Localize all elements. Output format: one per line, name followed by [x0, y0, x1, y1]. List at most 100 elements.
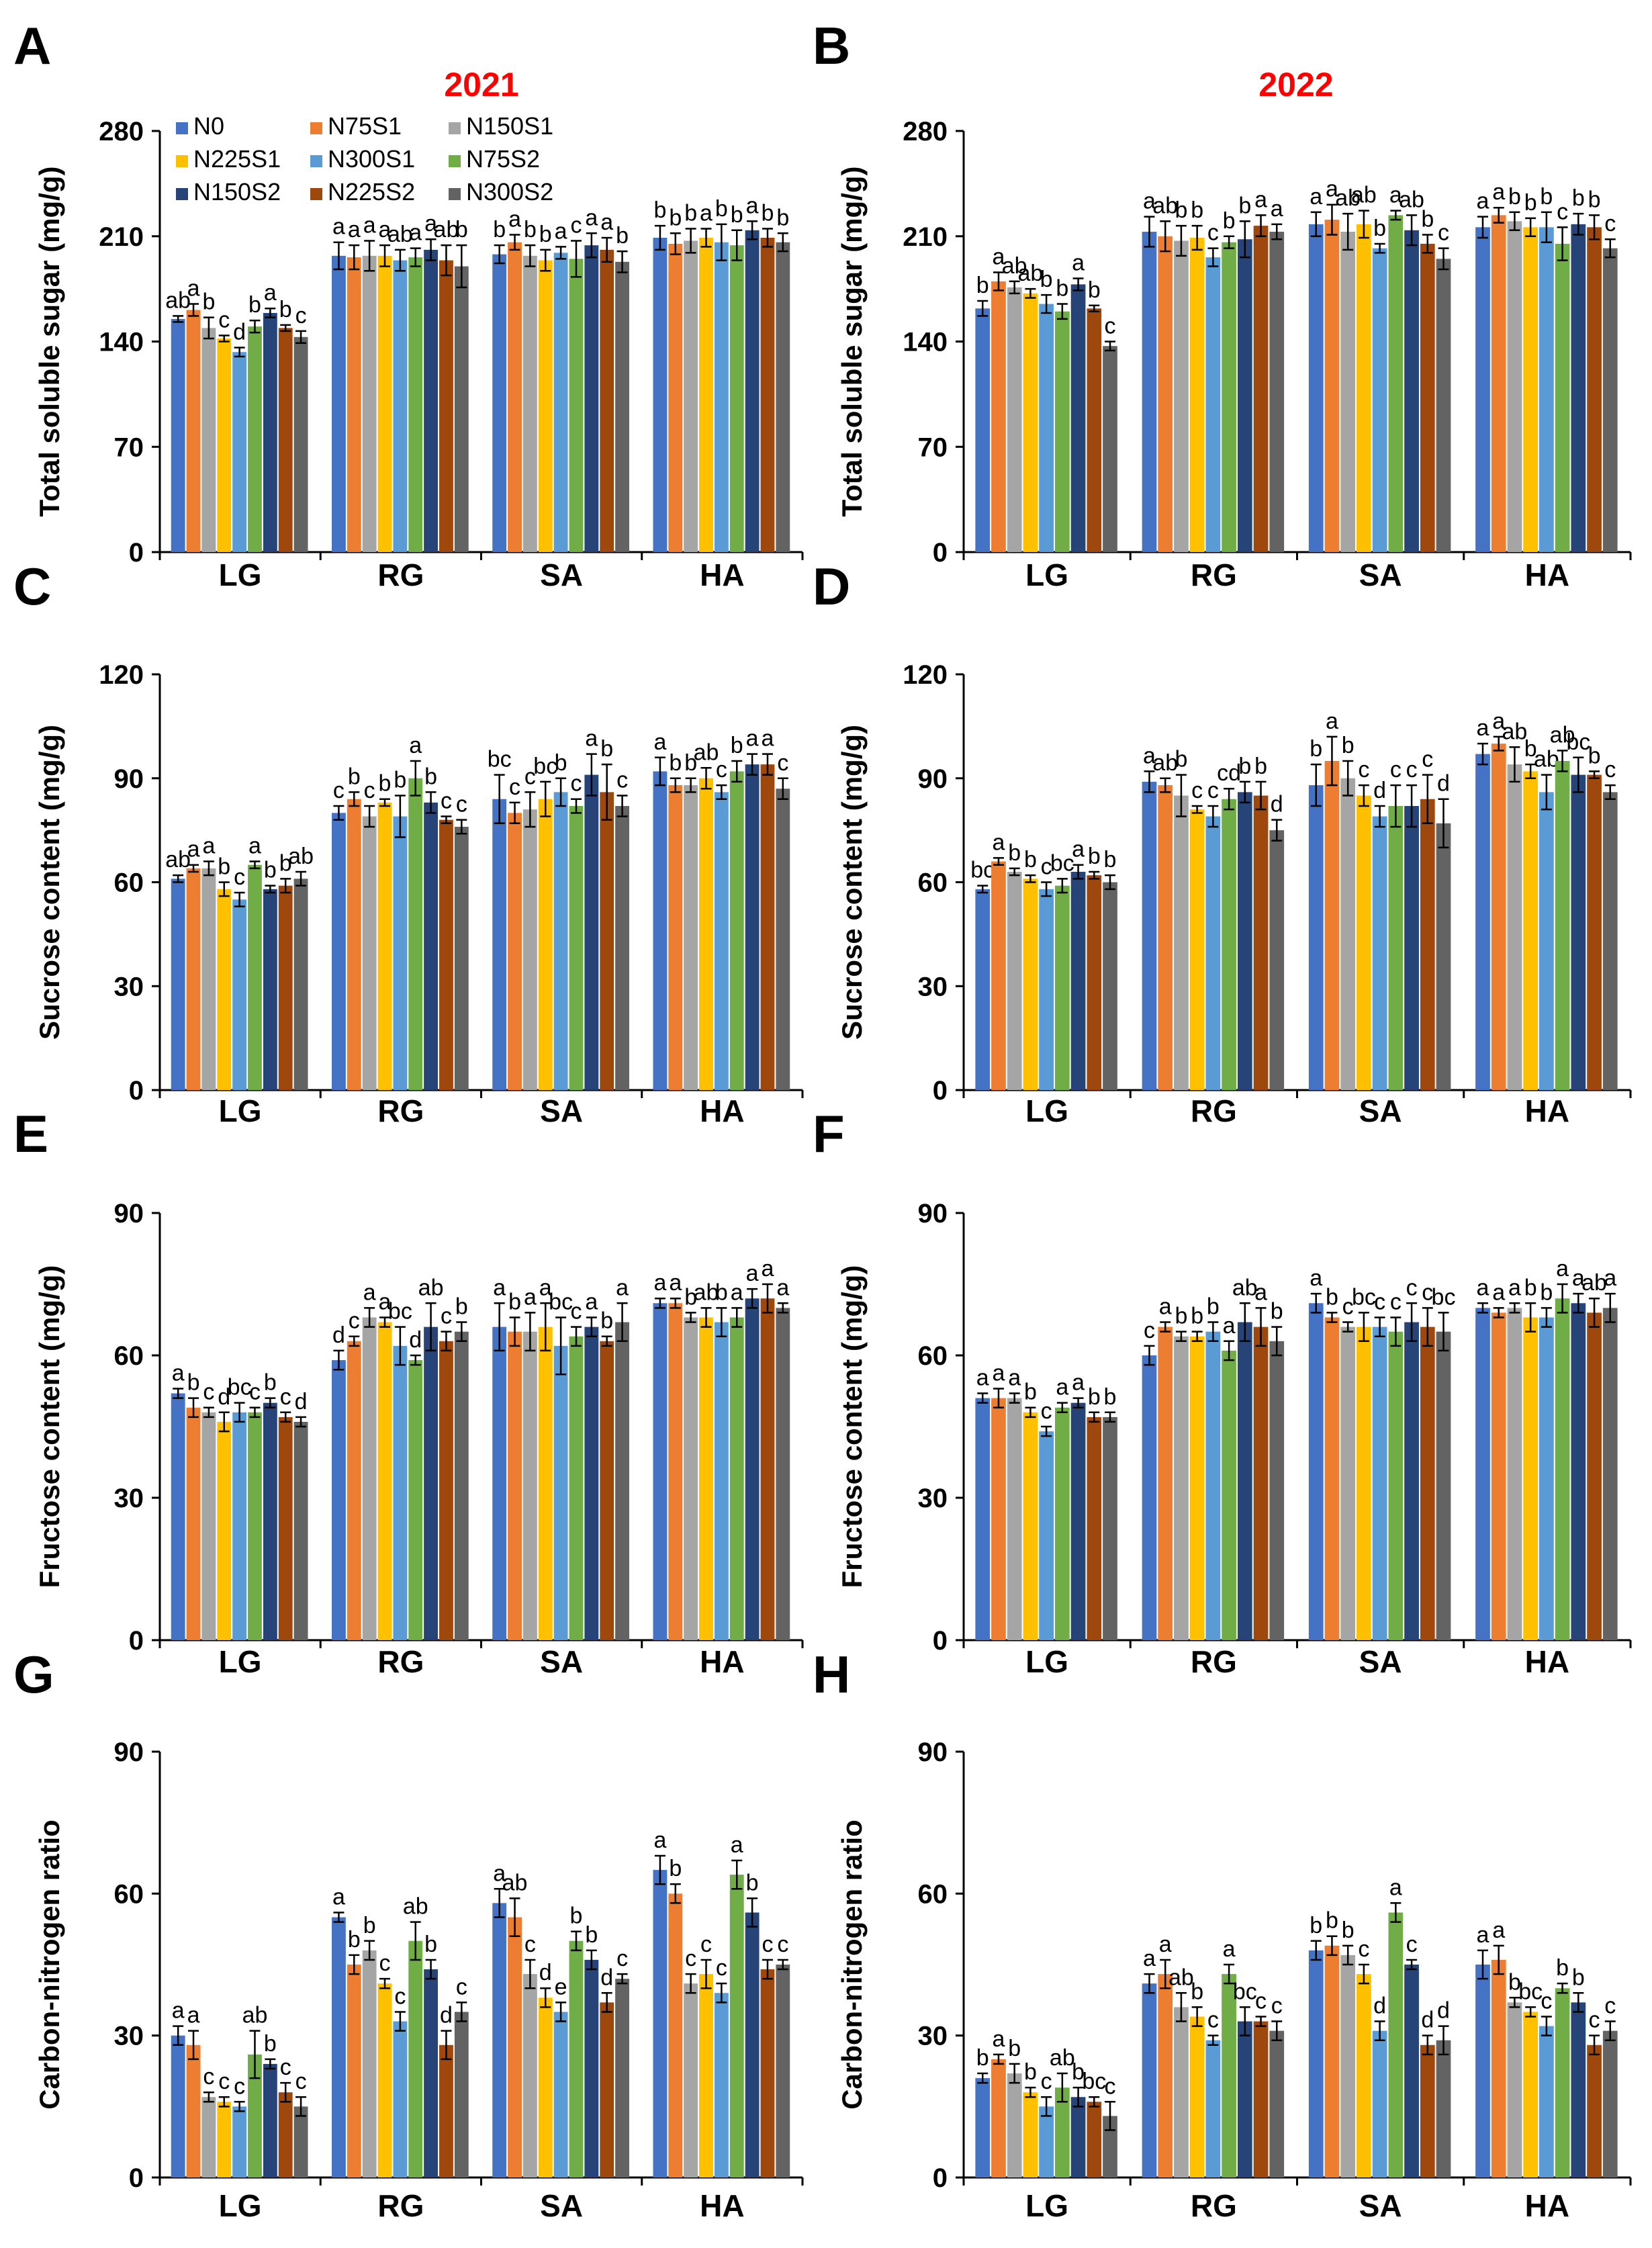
significance-letter: c	[1374, 1289, 1385, 1314]
significance-letter: a	[1492, 179, 1505, 205]
bar-N75S1	[991, 2059, 1006, 2177]
bar-N75S1	[347, 257, 361, 552]
significance-letter: b	[585, 1922, 598, 1948]
bar-N225S1	[1357, 795, 1371, 1090]
legend-swatch-N0	[176, 122, 188, 134]
bar-N150S1	[1174, 2007, 1189, 2177]
significance-letter: a	[187, 2003, 200, 2028]
bar-N225S2	[439, 819, 453, 1090]
legend-label-N150S1: N150S1	[466, 112, 553, 140]
y-tick-label: 60	[114, 1879, 144, 1909]
year-title-2022: 2022	[1258, 66, 1333, 103]
bar-N150S1	[201, 1412, 216, 1640]
bar-N75S1	[1158, 1327, 1173, 1640]
bar-N75S1	[186, 2044, 201, 2177]
bar-N225S2	[760, 1298, 775, 1640]
y-tick-label: 0	[129, 538, 144, 568]
y-axis-title: Fructose content (mg/g)	[34, 1265, 65, 1588]
significance-letter: b	[1326, 1908, 1338, 1934]
significance-letter: ab	[1335, 185, 1361, 211]
bar-N150S1	[1340, 778, 1356, 1090]
bar-N75S2	[1555, 243, 1570, 552]
x-tick-label: HA	[1525, 2188, 1569, 2223]
significance-letter: c	[524, 1932, 536, 1957]
significance-letter: c	[295, 2069, 307, 2094]
significance-letter: b	[570, 1903, 583, 1929]
significance-letter: b	[539, 222, 552, 247]
significance-letter: a	[1223, 1313, 1236, 1339]
bar-N0	[492, 799, 507, 1090]
bar-N300S1	[1372, 248, 1387, 552]
significance-letter: ab	[1232, 1275, 1258, 1300]
y-tick-label: 90	[918, 1738, 948, 1767]
bar-N300S1	[553, 253, 568, 552]
bar-N150S2	[1571, 774, 1586, 1090]
significance-letter: a	[332, 214, 345, 240]
bar-N225S2	[1420, 2044, 1435, 2177]
significance-letter: b	[1572, 1965, 1585, 1990]
bar-N0	[1308, 1950, 1324, 2177]
x-tick-label: RG	[377, 2188, 424, 2223]
significance-letter: b	[218, 854, 230, 880]
bar-N150S1	[1340, 1954, 1356, 2177]
significance-letter: c	[1105, 314, 1116, 339]
panel-label: D	[813, 557, 850, 616]
bar-N75S1	[991, 861, 1006, 1090]
bar-N0	[1475, 1308, 1490, 1640]
significance-letter: d	[409, 1327, 422, 1353]
significance-letter: a	[1326, 177, 1338, 202]
significance-letter: c	[1406, 1932, 1418, 1957]
bar-N300S2	[1103, 1417, 1117, 1640]
panel-label: C	[13, 557, 51, 616]
y-tick-label: 30	[114, 972, 144, 1001]
bar-N150S2	[1404, 806, 1419, 1090]
bar-N150S2	[1070, 1402, 1086, 1640]
bar-N150S2	[745, 1912, 760, 2177]
bar-N0	[331, 1360, 346, 1640]
bar-N225S1	[1523, 227, 1539, 552]
bar-N150S2	[424, 1969, 439, 2177]
bar-N75S2	[569, 1940, 584, 2177]
significance-letter: b	[455, 1294, 468, 1320]
bar-N300S1	[553, 2012, 568, 2177]
bar-N150S2	[1070, 872, 1086, 1090]
bar-N75S1	[1158, 236, 1173, 552]
bar-N300S2	[454, 1331, 469, 1640]
significance-letter: c	[685, 1946, 696, 1971]
bar-N150S1	[684, 240, 698, 552]
significance-letter: b	[684, 201, 697, 226]
bar-N75S2	[1054, 311, 1070, 552]
significance-letter: a	[1223, 1936, 1236, 1962]
significance-letter: a	[1310, 1265, 1322, 1291]
significance-letter: c	[441, 788, 452, 813]
bar-N300S2	[776, 1308, 790, 1640]
bar-N300S1	[1205, 257, 1221, 552]
bar-N300S2	[1269, 830, 1285, 1090]
bar-N300S1	[1039, 2106, 1054, 2177]
bar-N300S2	[454, 2012, 469, 2177]
bar-N75S2	[729, 245, 744, 552]
significance-letter: b	[616, 223, 629, 249]
significance-letter: b	[279, 850, 292, 876]
significance-letter: a	[1254, 1279, 1267, 1305]
x-tick-label: RG	[1191, 1093, 1237, 1128]
significance-letter: bc	[1518, 1979, 1543, 2004]
significance-letter: a	[409, 220, 422, 246]
bar-N225S1	[1357, 224, 1371, 552]
significance-letter: c	[1358, 1936, 1369, 1962]
significance-letter: b	[264, 858, 277, 883]
bar-N150S1	[522, 255, 537, 552]
bar-N75S2	[408, 1940, 423, 2177]
significance-letter: c	[364, 778, 375, 803]
significance-letter: d	[1373, 1993, 1386, 2019]
bar-N225S2	[600, 792, 614, 1090]
significance-letter: b	[1175, 197, 1187, 223]
bar-N300S2	[1602, 792, 1618, 1090]
bar-N300S2	[1602, 248, 1618, 552]
significance-letter: c	[1255, 1988, 1267, 2014]
bar-N0	[1475, 754, 1490, 1090]
significance-letter: a	[1492, 1279, 1505, 1305]
significance-letter: c	[1604, 757, 1616, 782]
x-tick-label: RG	[377, 1093, 424, 1128]
significance-letter: a	[1143, 189, 1156, 214]
